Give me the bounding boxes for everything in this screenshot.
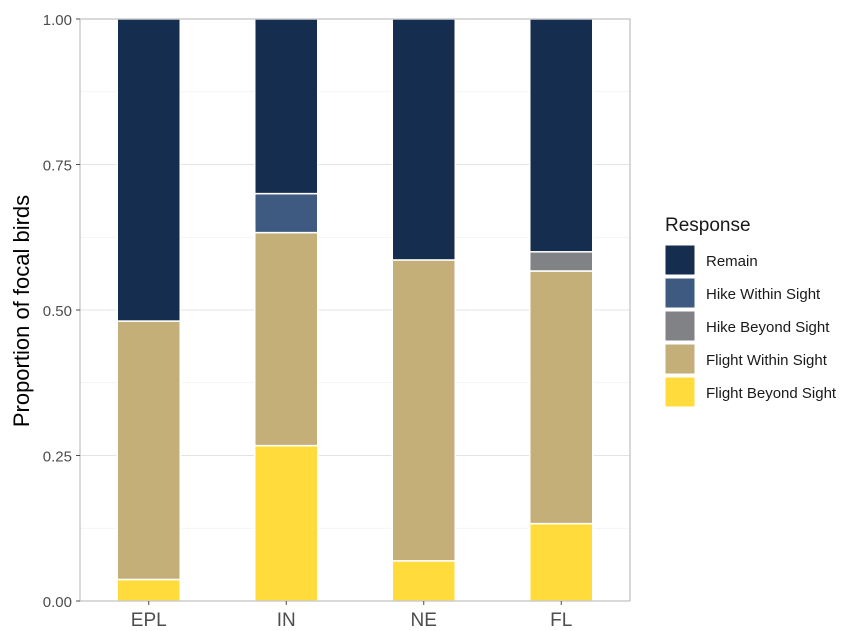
legend-label: Flight Beyond Sight: [706, 385, 837, 402]
y-tick-label: 0.75: [43, 158, 72, 175]
x-axis-ticks: EPL IN NE FL: [131, 601, 572, 631]
y-tick-label: 0.00: [43, 594, 72, 611]
bar-segment-in-flight-within-sight: [254, 231, 319, 447]
bar-segment-in-remain: [254, 18, 319, 195]
legend-label: Flight Within Sight: [706, 352, 828, 369]
bars: [116, 18, 594, 602]
bar-segment-ne-flight-beyond-sight: [391, 560, 456, 602]
bar-segment-ne-flight-within-sight: [391, 259, 456, 562]
legend-swatch-flight-within-sight: [664, 343, 696, 375]
bar-segment-in-flight-beyond-sight: [254, 444, 319, 602]
x-tick-label: EPL: [131, 610, 167, 631]
legend-swatch-flight-beyond-sight: [664, 376, 696, 408]
bar-segment-epl-flight-within-sight: [116, 320, 181, 581]
bar-segment-fl-flight-beyond-sight: [529, 522, 594, 602]
legend-swatch-hike-within-sight: [664, 277, 696, 309]
y-tick-label: 0.50: [43, 303, 72, 320]
legend-label: Remain: [706, 253, 758, 270]
y-tick-label: 1.00: [43, 12, 72, 29]
bar-segment-epl-flight-beyond-sight: [116, 578, 181, 602]
legend-swatch-remain: [664, 244, 696, 276]
y-axis-title: Proportion of focal birds: [9, 195, 34, 427]
legend-label: Hike Within Sight: [706, 286, 821, 303]
legend: Response Remain Hike Within Sight Hike Bey…: [664, 215, 837, 408]
x-tick-label: NE: [411, 610, 437, 631]
y-tick-label: 0.25: [43, 449, 72, 466]
bar-segment-epl-remain: [116, 18, 181, 322]
y-axis-ticks: 0.00 0.25 0.50 0.75 1.00: [43, 12, 80, 611]
bar-segment-fl-remain: [529, 18, 594, 253]
bar-segment-in-hike-within-sight: [254, 192, 319, 234]
bar-segment-fl-flight-within-sight: [529, 270, 594, 525]
legend-title: Response: [665, 215, 751, 236]
x-tick-label: FL: [550, 610, 572, 631]
x-tick-label: IN: [277, 610, 296, 631]
bar-segment-ne-remain: [391, 18, 456, 261]
legend-label: Hike Beyond Sight: [706, 319, 830, 336]
bar-segment-fl-hike-beyond-sight: [529, 251, 594, 272]
legend-swatch-hike-beyond-sight: [664, 310, 696, 342]
